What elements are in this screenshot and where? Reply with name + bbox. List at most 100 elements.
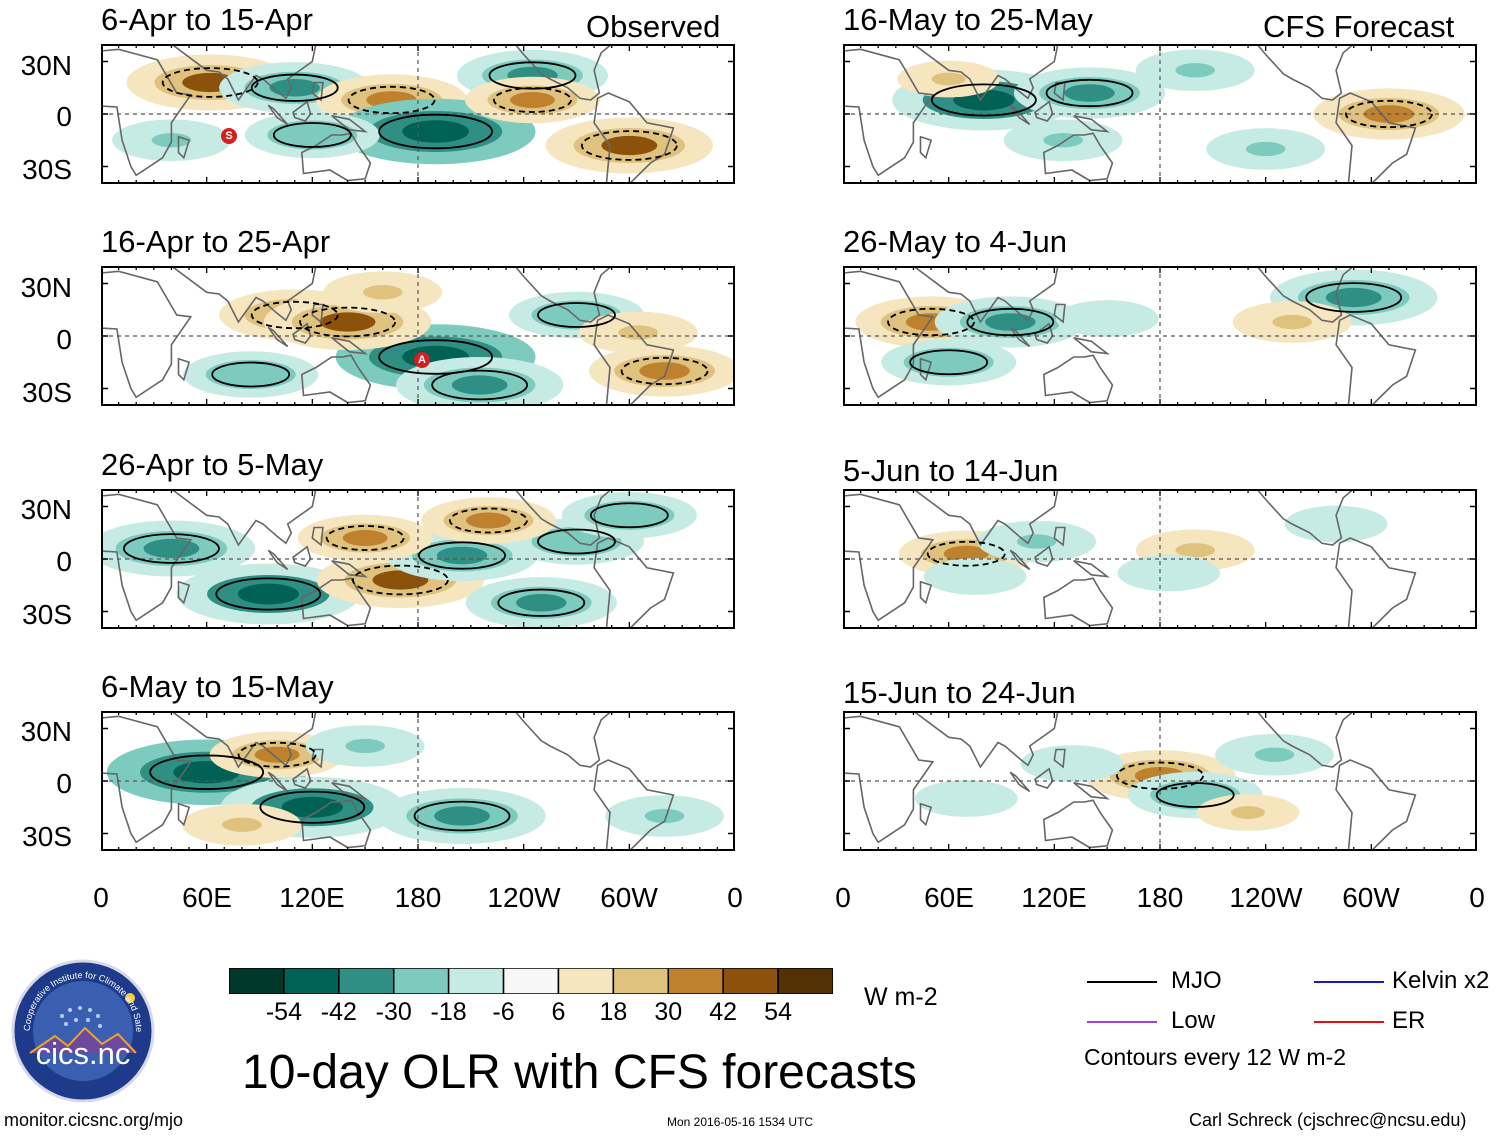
coastline [843, 493, 935, 622]
lat-label-eq: 0 [56, 546, 72, 577]
mjo-contour [493, 87, 572, 113]
coastline [292, 767, 312, 789]
olr-anomaly-core [943, 545, 989, 562]
panel-title-fcst-1: 16-May to 25-May [843, 2, 1093, 37]
coastline [101, 48, 193, 177]
olr-anomaly-core [1090, 312, 1125, 325]
mjo-contour [250, 73, 339, 102]
coastline [513, 489, 613, 546]
coastline [300, 132, 372, 182]
mjo-contour [1305, 282, 1403, 313]
coastline [1042, 799, 1114, 849]
coastline [311, 81, 324, 102]
mjo-contour [378, 113, 494, 150]
olr-anomaly-core [1230, 806, 1266, 819]
coastline [593, 759, 675, 851]
olr-anomaly-core [1064, 84, 1115, 102]
olr-anomaly-core [509, 92, 555, 108]
coastline [593, 92, 675, 184]
coastline [843, 270, 935, 399]
olr-anomaly-core [362, 285, 403, 300]
map-panel-fcst-2 [843, 266, 1477, 406]
legend-label-low: Low [1171, 1007, 1216, 1034]
legend-line-kelvin [1314, 981, 1384, 983]
coastline [843, 48, 935, 177]
colorbar-tick-label: 6 [551, 998, 566, 1026]
colorbar-tick-label: -6 [492, 998, 515, 1026]
olr-anomaly-core [436, 546, 488, 565]
coastline [331, 782, 368, 800]
colorbar-swatch [283, 967, 340, 995]
map-panel-obs-4 [101, 711, 735, 851]
coastline [292, 100, 312, 122]
coastline [1335, 537, 1417, 629]
mjo-contour [488, 61, 577, 90]
panel-title-fcst-4: 15-Jun to 24-Jun [843, 675, 1076, 710]
olr-anomaly-core [1245, 141, 1286, 157]
olr-anomaly-core [1254, 747, 1295, 762]
coastline [1053, 303, 1066, 324]
coastline [311, 526, 324, 547]
map-panel-fcst-1 [843, 44, 1477, 184]
coastline [170, 711, 317, 769]
coastline [1034, 100, 1054, 122]
coastline [177, 357, 191, 382]
coastline [912, 266, 1059, 324]
mjo-contour [347, 85, 436, 115]
olr-anomaly-core [402, 120, 469, 143]
lon-label: 60W [600, 882, 658, 913]
coastline [1335, 759, 1417, 851]
colorbar-swatch [667, 967, 724, 995]
coastline [1053, 526, 1066, 547]
coastline [1053, 748, 1066, 769]
coastline [177, 135, 191, 160]
colorbar-swatch [502, 967, 560, 995]
lon-label: 180 [1136, 882, 1184, 913]
olr-anomaly-core [237, 583, 299, 605]
coastline [170, 266, 317, 324]
coastline [1009, 549, 1031, 571]
coastline [919, 802, 933, 827]
legend-line-mjo [1087, 981, 1157, 983]
footer-author: Carl Schreck (cjschrec@ncsu.edu) [1189, 1110, 1467, 1130]
olr-anomaly-core [516, 593, 567, 612]
colorbar-swatch [338, 967, 395, 995]
lon-label: 120W [1229, 882, 1303, 913]
olr-anomaly-core [1325, 287, 1382, 308]
mjo-contour [537, 528, 616, 555]
mjo-contour [497, 588, 586, 617]
mjo-contour [378, 339, 494, 375]
olr-anomaly-core [554, 533, 599, 550]
colorbar-unit: W m-2 [864, 983, 938, 1011]
coastline [912, 489, 1059, 547]
storm-marker-a: A [414, 352, 430, 368]
coastline [101, 270, 193, 399]
coastline [1255, 711, 1355, 768]
olr-anomaly-core [269, 78, 320, 97]
coastline [292, 545, 312, 567]
mjo-contour [259, 790, 366, 824]
olr-anomaly-core [985, 313, 1036, 331]
lon-label: 60E [182, 882, 232, 913]
mjo-contour [250, 300, 339, 330]
olr-anomaly-core [342, 530, 388, 546]
coastline [593, 537, 675, 629]
legend-line-low [1087, 1021, 1157, 1023]
olr-anomaly-core [639, 362, 690, 380]
colorbar-swatch [557, 967, 615, 995]
olr-anomaly-core [606, 507, 652, 524]
forecast-label: CFS Forecast [1263, 9, 1455, 44]
mjo-contour [1116, 761, 1204, 790]
coastline [1335, 314, 1417, 406]
olr-anomaly-core [345, 738, 385, 754]
panel-title-obs-4: 6-May to 15-May [101, 669, 334, 704]
legend-label-mjo: MJO [1171, 967, 1222, 994]
lat-label-30n: 30N [20, 716, 72, 747]
coastline [267, 771, 289, 793]
map-panel-obs-2 [101, 266, 735, 406]
olr-anomaly-core [554, 307, 599, 323]
lon-label: 0 [727, 882, 743, 913]
coastline [170, 44, 317, 102]
coastline [919, 135, 933, 160]
colorbar-swatch [722, 967, 779, 995]
